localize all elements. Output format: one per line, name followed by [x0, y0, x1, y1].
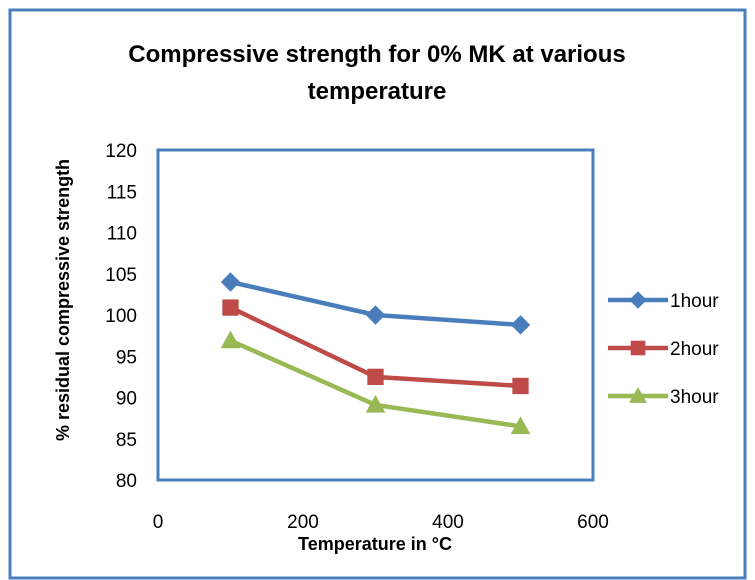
data-point [512, 377, 529, 395]
data-point [365, 394, 386, 413]
data-point [510, 416, 531, 435]
data-point [222, 299, 239, 316]
y-tick-label: 105 [105, 265, 137, 286]
y-axis-title: % residual compressive strength [53, 159, 73, 441]
legend-marker [629, 386, 647, 403]
y-tick-label: 110 [107, 224, 137, 245]
x-axis-ticks: 0 200 400 600 [153, 512, 609, 533]
legend-label: 2hour [670, 339, 719, 360]
chart-title-line-1: Compressive strength for 0% MK at variou… [128, 41, 625, 68]
chart-title-line-2: temperature [308, 78, 447, 105]
y-tick-label: 120 [105, 141, 137, 162]
data-point [510, 315, 531, 335]
y-tick-label: 95 [116, 347, 137, 368]
y-tick-label: 115 [107, 182, 137, 203]
y-tick-label: 80 [116, 471, 137, 492]
legend: 1hour 2hour 3hour [608, 291, 719, 408]
data-point [367, 368, 384, 386]
legend-marker [630, 340, 646, 356]
x-tick-label: 600 [577, 512, 609, 533]
y-tick-label: 90 [116, 389, 137, 410]
series-layer [220, 272, 531, 435]
legend-marker [629, 291, 647, 309]
series-1hour [220, 272, 531, 335]
legend-item: 1hour [608, 291, 719, 312]
y-axis-ticks: 80 85 90 95 100 105 110 115 120 [105, 141, 137, 492]
x-tick-label: 200 [287, 512, 319, 533]
data-point [365, 305, 386, 325]
data-point [220, 272, 241, 292]
series-3hour [220, 330, 531, 435]
y-tick-label: 85 [116, 430, 137, 451]
x-tick-label: 0 [153, 512, 164, 533]
series-2hour [222, 299, 529, 395]
y-tick-label: 100 [105, 306, 137, 327]
x-axis-title: Temperature in °C [298, 534, 452, 554]
legend-item: 2hour [608, 339, 719, 360]
legend-label: 3hour [670, 387, 719, 408]
legend-label: 1hour [670, 291, 719, 312]
legend-item: 3hour [608, 386, 719, 408]
data-point [220, 330, 241, 349]
x-tick-label: 400 [432, 512, 464, 533]
